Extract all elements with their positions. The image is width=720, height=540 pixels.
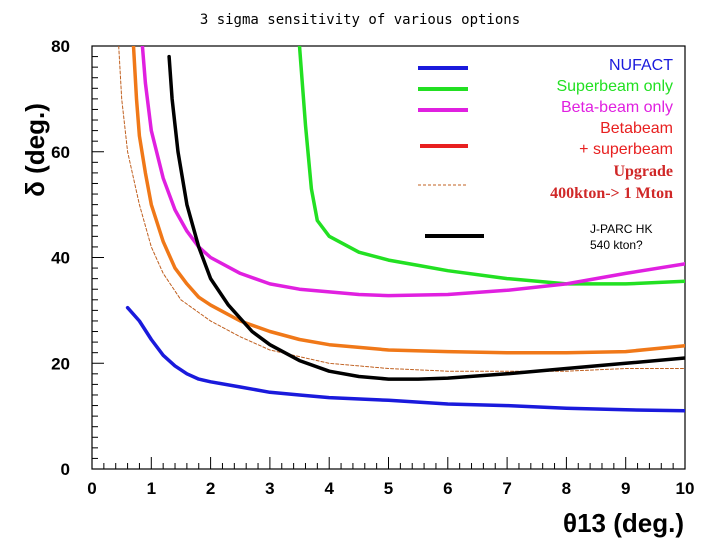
series-line-3 <box>131 46 685 355</box>
legend-label-4: 400kton-> 1 Mton <box>550 185 673 202</box>
x-tick-label: 10 <box>676 479 695 498</box>
x-tick-label: 0 <box>87 479 96 498</box>
x-tick-label: 2 <box>206 479 215 498</box>
chart-title: 3 sigma sensitivity of various options <box>200 12 520 28</box>
legend-label-0: NUFACT <box>609 57 673 74</box>
legend-label-3: + superbeam <box>579 141 673 158</box>
legend-label-5: 540 kton? <box>590 238 643 252</box>
series-line-5 <box>167 54 685 381</box>
legend-label-1: Superbeam only <box>556 78 673 95</box>
series-line-0 <box>125 305 685 413</box>
axis-ticks: 0 1 2 3 4 5 6 7 8 9 10 0 20 40 60 80 <box>51 37 694 498</box>
legend-label-2: Beta-beam only <box>561 99 673 116</box>
y-tick-label: 40 <box>51 249 70 268</box>
legend: NUFACT Superbeam only Beta-beam only Betabe… <box>418 57 673 252</box>
legend-label-5: J-PARC HK <box>590 222 652 236</box>
legend-label-4: Upgrade <box>613 163 673 180</box>
x-tick-label: 5 <box>384 479 393 498</box>
x-tick-label: 9 <box>621 479 630 498</box>
x-tick-label: 3 <box>265 479 274 498</box>
x-tick-label: 8 <box>562 479 571 498</box>
y-tick-label: 80 <box>51 37 70 56</box>
x-tick-label: 6 <box>443 479 452 498</box>
y-tick-label: 60 <box>51 143 70 162</box>
x-tick-label: 4 <box>324 479 334 498</box>
x-axis-title: θ13 (deg.) <box>563 508 684 538</box>
y-tick-label: 20 <box>51 354 70 373</box>
legend-label-3: Betabeam <box>600 120 673 137</box>
curves <box>118 46 685 413</box>
x-tick-label: 7 <box>502 479 511 498</box>
y-axis-title: δ (deg.) <box>20 103 50 197</box>
x-tick-label: 1 <box>147 479 156 498</box>
y-tick-label: 0 <box>61 460 70 479</box>
series-line-2 <box>140 46 685 298</box>
